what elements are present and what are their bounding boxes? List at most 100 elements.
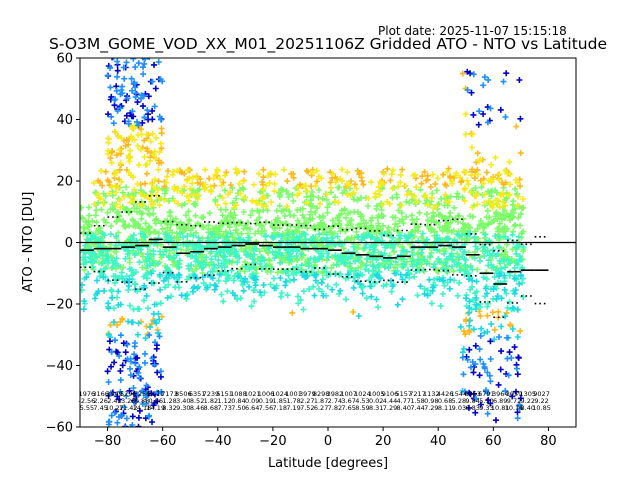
bin-stat-std: 6.27 bbox=[314, 404, 328, 412]
bin-stat-std: 7.18 bbox=[273, 404, 287, 412]
bin-stat-mean: 0.88 bbox=[135, 397, 149, 405]
bin-stat-std: 7.19 bbox=[286, 404, 300, 412]
bin-stat-mean: 0.09 bbox=[245, 397, 259, 405]
bin-stat-mean: 0.86 bbox=[149, 397, 163, 405]
bin-stat-count: 7173 bbox=[161, 390, 178, 398]
x-tick-label: −80 bbox=[94, 434, 121, 449]
bin-stat-count: 3979 bbox=[299, 390, 316, 398]
chart-title: S-O3M_GOME_VOD_XX_M01_20251106Z Gridded … bbox=[49, 35, 607, 54]
bin-stat-std: 7.65 bbox=[341, 404, 355, 412]
bin-stat-std: 8.31 bbox=[369, 404, 383, 412]
bin-stat-count: 1132 bbox=[423, 390, 440, 398]
bin-stat-mean: 9.84 bbox=[465, 397, 479, 405]
bin-stat-std: 14.18 bbox=[133, 404, 152, 412]
bin-stat-count: 1088 bbox=[230, 390, 247, 398]
bin-stat-count: 4426 bbox=[437, 390, 454, 398]
x-axis-label: Latitude [degrees] bbox=[268, 456, 388, 471]
bin-stat-std: 10.81 bbox=[491, 404, 510, 412]
bin-stat-count: 3982 bbox=[327, 390, 344, 398]
bin-stat-count: 9027 bbox=[533, 390, 550, 398]
bin-stat-count: 3964 bbox=[492, 390, 509, 398]
y-tick-label: −40 bbox=[46, 359, 73, 374]
bin-stat-mean: 9.72 bbox=[507, 397, 521, 405]
bin-stat-mean: 1.12 bbox=[217, 397, 231, 405]
bin-stat-mean: 4.44 bbox=[383, 397, 397, 405]
y-tick-label: 20 bbox=[56, 175, 73, 190]
bin-stat-mean: 3.28 bbox=[121, 397, 135, 405]
y-tick-label: −20 bbox=[46, 298, 73, 313]
bin-stat-count: 9106 bbox=[382, 390, 399, 398]
y-axis: −60 −40 −20 0 20 40 60 bbox=[46, 52, 80, 436]
bin-stat-mean: 0.84 bbox=[231, 397, 245, 405]
bin-stat-mean: 0.02 bbox=[369, 397, 383, 405]
bin-stat-mean: 8.52 bbox=[190, 397, 204, 405]
y-axis-label: ATO - NTO [DU] bbox=[21, 192, 36, 293]
median-markers bbox=[80, 238, 549, 285]
y-tick-label: 60 bbox=[56, 52, 73, 67]
bin-stat-std: 7.82 bbox=[328, 404, 342, 412]
x-tick-label: −40 bbox=[204, 434, 231, 449]
bin-stat-std: 9.30 bbox=[176, 404, 190, 412]
bin-stat-mean: 4.77 bbox=[397, 397, 411, 405]
bin-stat-std: 6.64 bbox=[245, 404, 259, 412]
bin-stat-mean: 5.10 bbox=[479, 397, 493, 405]
x-axis: −80 −60 −40 −20 0 20 40 60 80 bbox=[94, 427, 557, 449]
bin-stat-mean: 5.28 bbox=[452, 397, 466, 405]
bin-stat-count: 6171 bbox=[148, 390, 165, 398]
bin-stat-std: 9.03 bbox=[452, 404, 466, 412]
bin-stat-std: 10.16 bbox=[505, 404, 524, 412]
bin-stat-count: 1006 bbox=[258, 390, 275, 398]
bin-stat-count: 8298 bbox=[313, 390, 330, 398]
bin-stat-mean: 1.85 bbox=[273, 397, 287, 405]
y-tick-label: 0 bbox=[65, 236, 73, 251]
bin-stat-std: 7.73 bbox=[217, 404, 231, 412]
bin-stat-count: 3059 bbox=[506, 390, 523, 398]
x-tick-label: 20 bbox=[375, 434, 392, 449]
bin-stat-std: 7.29 bbox=[383, 404, 397, 412]
x-tick-label: 40 bbox=[430, 434, 447, 449]
bin-stat-std: 8.46 bbox=[190, 404, 204, 412]
bin-stat-mean: 1.82 bbox=[204, 397, 218, 405]
bin-stat-count: 1005 bbox=[368, 390, 385, 398]
bin-stat-count: 6963 bbox=[464, 390, 481, 398]
bin-stat-std: 10.27 bbox=[105, 404, 124, 412]
x-tick-label: −60 bbox=[149, 434, 176, 449]
bin-stat-std: 9.33 bbox=[479, 404, 493, 412]
bin-stat-mean: 3.40 bbox=[176, 397, 190, 405]
bin-stat-std: 7.29 bbox=[424, 404, 438, 412]
bin-stat-std: 8.68 bbox=[204, 404, 218, 412]
bin-stat-count: 1021 bbox=[244, 390, 261, 398]
bin-stat-std: 8.40 bbox=[397, 404, 411, 412]
bin-stat-mean: 0.68 bbox=[438, 397, 452, 405]
x-tick-label: 80 bbox=[540, 434, 557, 449]
bin-stat-count: 1001 bbox=[285, 390, 302, 398]
bin-stat-mean: 2.74 bbox=[328, 397, 342, 405]
bin-stat-std: 8.11 bbox=[438, 404, 452, 412]
bin-stat-std: 7.56 bbox=[259, 404, 273, 412]
plot-date: Plot date: 2025-11-07 15:15:18 bbox=[378, 24, 567, 38]
bin-stat-count: 1024 bbox=[354, 390, 371, 398]
bin-stat-count: 7217 bbox=[409, 390, 426, 398]
bin-stat-mean: 9.22 bbox=[521, 397, 535, 405]
bin-stat-std: 7.44 bbox=[410, 404, 424, 412]
bin-stat-count: 1544 bbox=[451, 390, 468, 398]
bin-stat-count: 1007 bbox=[340, 390, 357, 398]
bin-stat-mean: 1.58 bbox=[410, 397, 424, 405]
bin-stat-mean: 6.89 bbox=[493, 397, 507, 405]
scatter-cluster bbox=[104, 58, 523, 427]
bin-stat-count: 7256 bbox=[134, 390, 151, 398]
bin-stat-mean: 0.98 bbox=[424, 397, 438, 405]
bin-stat-count: 3166 bbox=[92, 390, 109, 398]
bin-stat-count: 5290 bbox=[120, 390, 137, 398]
scatter-cluster bbox=[80, 270, 524, 394]
x-tick-label: −20 bbox=[259, 434, 286, 449]
bin-stat-std: 6.83 bbox=[465, 404, 479, 412]
bin-stat-std: 11.42 bbox=[119, 404, 138, 412]
bin-stat-std: 7.50 bbox=[231, 404, 245, 412]
bin-stat-mean: 1.87 bbox=[314, 397, 328, 405]
bin-stat-std: 7.45 bbox=[93, 404, 107, 412]
bin-stat-mean: 0.19 bbox=[259, 397, 273, 405]
bin-stat-std: 7.52 bbox=[300, 404, 314, 412]
bin-stat-count: 7239 bbox=[203, 390, 220, 398]
